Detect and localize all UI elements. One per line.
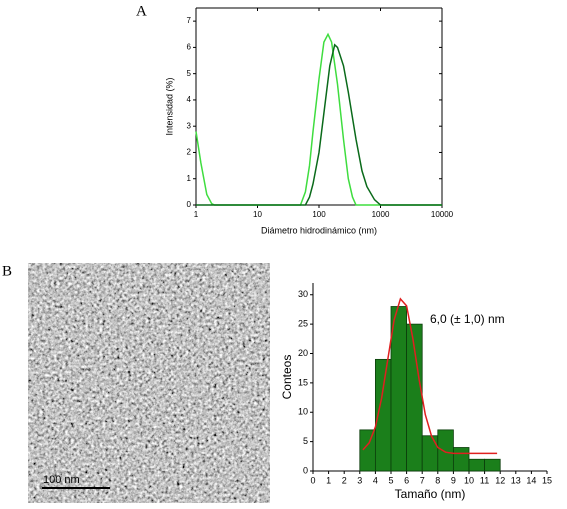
x-tick-label: 100 bbox=[312, 210, 326, 219]
annotation: 6,0 (± 1,0) nm bbox=[430, 312, 505, 326]
line bbox=[196, 43, 442, 206]
y-tick-label: 5 bbox=[303, 436, 308, 446]
x-tick-label: 4 bbox=[373, 475, 378, 485]
x-tick-label: 14 bbox=[526, 475, 536, 485]
y-tick-label: 30 bbox=[298, 289, 308, 299]
y-tick-label: 10 bbox=[298, 407, 308, 417]
x-tick-label: 15 bbox=[542, 475, 552, 485]
fit-line bbox=[362, 297, 498, 455]
x-tick-label: 1 bbox=[194, 210, 199, 219]
x-tick-label: 11 bbox=[480, 475, 489, 485]
x-tick-label: 2 bbox=[342, 475, 347, 485]
x-tick-label: 1 bbox=[326, 475, 331, 485]
y-tick-label: 25 bbox=[298, 319, 308, 329]
line bbox=[195, 32, 442, 206]
y-tick-label: 0 bbox=[303, 465, 308, 475]
bar bbox=[452, 447, 470, 472]
panel-label: A bbox=[136, 3, 147, 19]
image-texture bbox=[28, 263, 270, 503]
x-tick-label: 0 bbox=[310, 475, 315, 485]
y-tick-label: 15 bbox=[298, 377, 308, 387]
bar bbox=[359, 429, 376, 472]
x-axis-label: Diámetro hidrodinámico (nm) bbox=[261, 225, 377, 235]
x-tick-label: 9 bbox=[451, 475, 456, 485]
bar bbox=[421, 435, 439, 472]
y-tick-label: 5 bbox=[187, 69, 192, 78]
y-tick-label: 7 bbox=[187, 16, 192, 25]
scale-bar-label: 100 nm bbox=[43, 474, 80, 486]
x-tick-label: 1000 bbox=[372, 210, 390, 219]
bar bbox=[390, 306, 408, 472]
x-tick-label: 12 bbox=[495, 475, 505, 485]
y-tick-label: 3 bbox=[187, 121, 192, 130]
x-tick-label: 10 bbox=[253, 210, 262, 219]
x-tick-label: 5 bbox=[388, 475, 393, 485]
y-tick-label: 20 bbox=[298, 348, 308, 358]
y-tick-label: 0 bbox=[187, 200, 192, 209]
x-axis-label: Tamaño (nm) bbox=[395, 487, 466, 501]
bar bbox=[437, 429, 454, 472]
x-tick-label: 6 bbox=[404, 475, 409, 485]
y-tick-label: 4 bbox=[187, 95, 192, 104]
x-tick-label: 10 bbox=[464, 475, 474, 485]
y-tick-label: 2 bbox=[187, 148, 192, 157]
tem-image: 100 nm bbox=[28, 263, 270, 503]
x-tick-label: 3 bbox=[357, 475, 362, 485]
panel-label: B bbox=[2, 263, 12, 279]
x-tick-label: 8 bbox=[435, 475, 440, 485]
x-tick-label: 7 bbox=[420, 475, 425, 485]
bar bbox=[484, 458, 501, 472]
y-axis-label: Conteos bbox=[280, 355, 294, 400]
bar bbox=[468, 458, 486, 472]
y-tick-label: 6 bbox=[187, 43, 192, 52]
x-tick-label: 10000 bbox=[431, 210, 454, 219]
x-tick-label: 13 bbox=[511, 475, 521, 485]
y-axis-label: Intensidad (%) bbox=[164, 77, 174, 135]
y-tick-label: 1 bbox=[187, 174, 192, 183]
